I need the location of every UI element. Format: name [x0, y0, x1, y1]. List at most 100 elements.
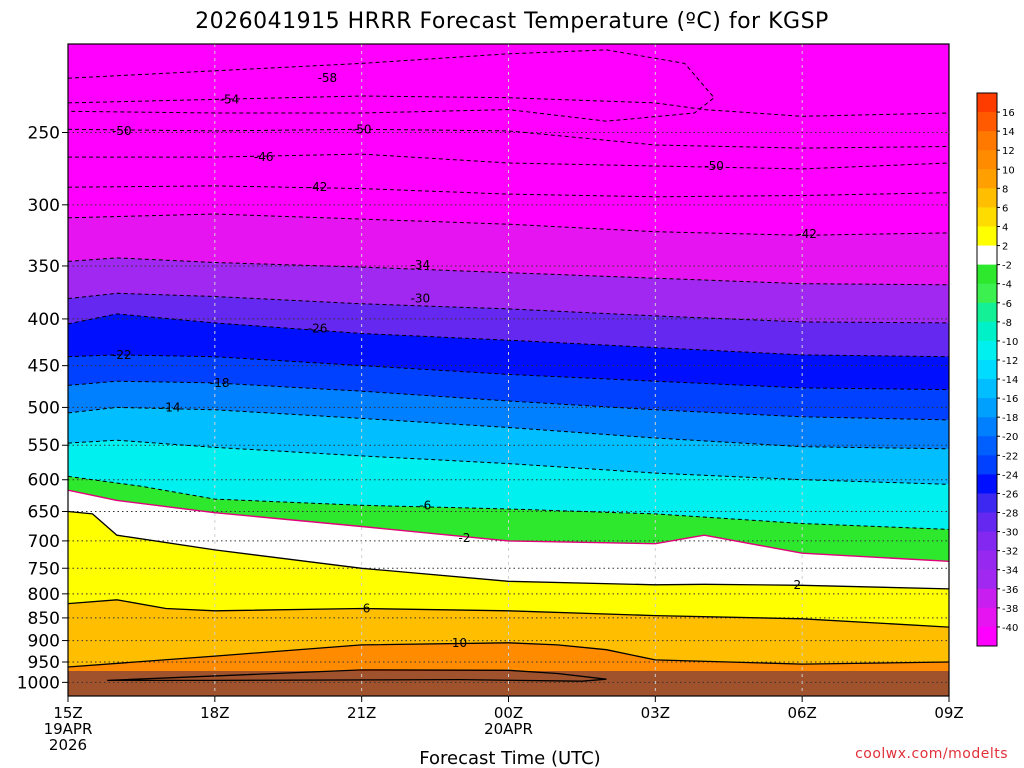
x-tick-label: 03Z — [641, 704, 670, 722]
contour-label: -54 — [220, 92, 240, 106]
colorbar-cell — [977, 245, 997, 266]
colorbar-cell — [977, 569, 997, 590]
contour-label: -50 — [112, 124, 132, 138]
contour-label: -30 — [411, 292, 431, 306]
colorbar-label: 4 — [1002, 222, 1008, 233]
colorbar-label: 10 — [1002, 165, 1015, 176]
colorbar-label: -2 — [1002, 261, 1012, 272]
y-tick-label: 600 — [28, 471, 60, 491]
x-tick-label: 19APR — [44, 720, 93, 738]
x-tick-label: 21Z — [347, 704, 376, 722]
colorbar-label: -26 — [1002, 489, 1018, 500]
contour-label: -2 — [458, 531, 470, 545]
x-axis-label: Forecast Time (UTC) — [419, 748, 600, 768]
contour-label: -50 — [704, 159, 724, 173]
y-tick-label: 850 — [28, 609, 60, 629]
colorbar-label: 8 — [1002, 184, 1008, 195]
contour-line--58 — [68, 49, 715, 122]
colorbar-label: -30 — [1002, 528, 1018, 539]
colorbar-cell — [977, 226, 997, 247]
x-tick-label: 15Z — [53, 704, 82, 722]
x-tick-label: 20APR — [484, 720, 533, 738]
y-tick-label: 300 — [28, 196, 60, 216]
y-tick-label: 450 — [28, 357, 60, 377]
contour-label: 10 — [452, 636, 467, 650]
y-tick-label: 350 — [28, 257, 60, 277]
colorbar-cell — [977, 302, 997, 323]
contour-labels: -58-54-50 -50-50-46-42-42-34-30-26-22-18-… — [112, 71, 817, 650]
colorbar-cell — [977, 474, 997, 494]
contour-line--30 — [68, 292, 949, 324]
colorbar-label: -10 — [1002, 337, 1018, 348]
colorbar-cell — [977, 207, 997, 227]
x-tick-label: 00Z — [494, 704, 523, 722]
colorbar-cell — [977, 493, 997, 514]
y-tick-label: 400 — [28, 310, 60, 330]
colorbar-label: 12 — [1002, 146, 1015, 157]
colorbar-label: -24 — [1002, 470, 1018, 481]
source-credit: coolwx.com/modelts — [855, 746, 1008, 762]
contour-line--6 — [68, 475, 949, 530]
contour-line--22 — [68, 354, 949, 391]
y-tick-label: 950 — [28, 653, 60, 673]
contour-line--54 — [68, 95, 949, 117]
colorbar-label: -12 — [1002, 356, 1018, 367]
contour-line--26 — [68, 313, 949, 358]
colorbar-cell — [977, 150, 997, 170]
y-tick-label: 650 — [28, 502, 60, 522]
contour-label: -50 — [352, 122, 372, 136]
colorbar-cell — [977, 455, 997, 475]
y-tick-label: 550 — [28, 436, 60, 456]
contour-label: -46 — [254, 150, 274, 164]
colorbar-cell — [977, 588, 997, 609]
x-tick-label: 18Z — [200, 704, 229, 722]
colorbar-label: 14 — [1002, 127, 1015, 138]
colorbar-label: -36 — [1002, 585, 1018, 596]
colorbar-cell — [977, 188, 997, 208]
plot-area: -58-54-50 -50-50-46-42-42-34-30-26-22-18-… — [68, 44, 949, 696]
colorbar-cell — [977, 131, 997, 151]
contour-label: -26 — [308, 322, 328, 336]
colorbar-cell — [977, 607, 997, 628]
y-tick-label: 750 — [28, 559, 60, 579]
contour-line-10 — [68, 642, 949, 668]
contour-line--18 — [68, 380, 949, 421]
y-tick-label: 800 — [28, 585, 60, 605]
contour-label: -14 — [161, 400, 181, 414]
contour-label: 2 — [793, 578, 801, 592]
colorbar-label: -8 — [1002, 318, 1012, 329]
contour-label: -18 — [210, 376, 230, 390]
colorbar-cell — [977, 264, 997, 285]
contour-label: -42 — [797, 227, 817, 241]
contour-line--10 — [68, 439, 949, 485]
colorbar-frame — [976, 92, 998, 647]
contour-line--2 — [68, 489, 949, 562]
colorbar-cell — [977, 626, 997, 647]
colorbar-label: -6 — [1002, 299, 1012, 310]
colorbar-cell — [977, 340, 997, 361]
contour-line-6 — [68, 599, 949, 628]
colorbar-cell — [977, 169, 997, 189]
colorbar-cell — [977, 531, 997, 552]
colorbar-cell — [977, 550, 997, 571]
contour-line--34 — [68, 257, 949, 286]
colorbar-label: -32 — [1002, 547, 1018, 558]
colorbar-label: 16 — [1002, 108, 1015, 119]
y-tick-label: 700 — [28, 532, 60, 552]
colorbar-cell — [977, 512, 997, 533]
colorbar-cell — [977, 93, 997, 113]
contour-label: -42 — [308, 180, 328, 194]
colorbar-label: -28 — [1002, 509, 1018, 520]
chart-title: 2026041915 HRRR Forecast Temperature (ºC… — [195, 9, 829, 34]
contour-line-14 — [107, 669, 607, 682]
colorbar-label: -22 — [1002, 451, 1018, 462]
colorbar-cell — [977, 436, 997, 456]
contour-line-2 — [68, 510, 949, 590]
colorbar-label: -40 — [1002, 623, 1018, 634]
y-tick-label: 250 — [28, 124, 60, 144]
contour-line--14 — [68, 406, 949, 450]
colorbar-cell — [977, 417, 997, 437]
colorbar-label: -18 — [1002, 413, 1018, 424]
x-tick-label: 2026 — [49, 736, 87, 754]
